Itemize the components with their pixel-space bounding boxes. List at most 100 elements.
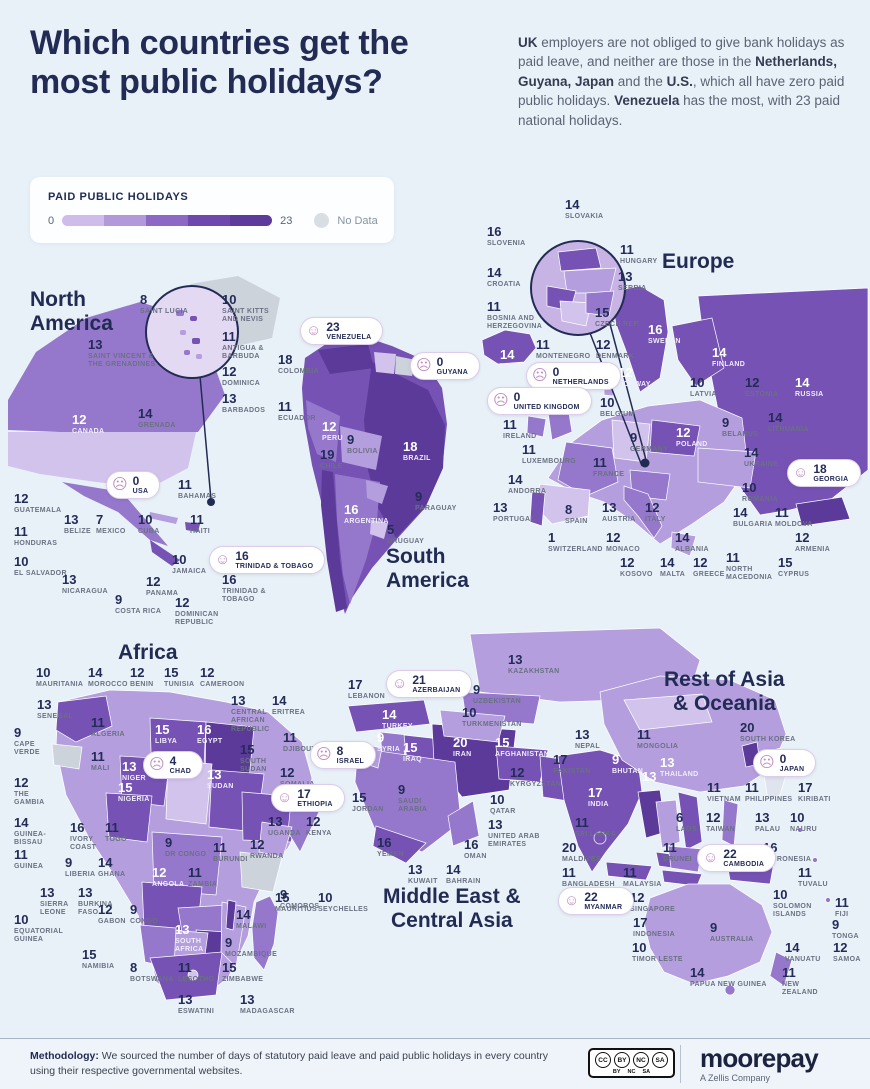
country-name: ESTONIA	[745, 390, 779, 398]
sad-face-icon: ☹	[759, 754, 775, 772]
country-label-estonia: 12 ESTONIA	[745, 376, 778, 399]
country-label-south-sudan: 15 SOUTH SUDAN	[240, 743, 267, 775]
country-name: SOLOMON ISLANDS	[773, 902, 812, 919]
country-label-mauritius: 15 MAURITIUS	[275, 891, 317, 914]
country-name: SWITZERLAND	[548, 545, 603, 553]
country-label-trinidad-tobago: 16 TRINIDAD & TOBAGO	[222, 573, 266, 605]
country-label-finland: 14 FINLAND	[712, 346, 745, 369]
country-name: LIBERIA	[65, 870, 96, 878]
holiday-count: 12	[14, 491, 29, 506]
badge-text: 21 AZERBAIJAN	[412, 674, 460, 694]
country-name: ANDORRA	[508, 487, 547, 495]
country-name: COMOROS	[280, 902, 320, 910]
country-label-ivory-coast: 16 IVORY COAST	[70, 821, 96, 853]
country-name: PORTUGAL	[493, 515, 536, 523]
country-name: CHINA	[642, 784, 666, 792]
country-name: SOUTH KOREA	[740, 735, 796, 743]
country-name: BOSNIA AND HERZEGOVINA	[487, 314, 543, 331]
country-label-serbia: 13 SERBIA	[618, 270, 647, 293]
holiday-count: 0	[436, 355, 444, 369]
country-name: DR CONGO	[165, 850, 207, 858]
region-heading-south-america: South America	[386, 545, 469, 592]
country-label-peru: 12 PERU	[322, 420, 343, 443]
country-name: MEXICO	[96, 527, 126, 535]
country-name: BELIZE	[64, 527, 91, 535]
country-label-hungary: 11 HUNGARY	[620, 243, 658, 266]
highlight-badge-guyana: ☹ 0 GUYANA	[410, 352, 481, 380]
holiday-count: 5	[387, 522, 395, 537]
country-name: JAPAN	[779, 765, 805, 773]
country-name: TUNISIA	[164, 680, 195, 688]
country-name: ARGENTINA	[344, 517, 389, 525]
country-label-mali: 11 MALI	[91, 750, 110, 773]
holiday-count: 10	[138, 512, 153, 527]
country-label-seychelles: 10 SEYCHELLES	[318, 891, 368, 914]
country-name: TAIWAN	[706, 825, 736, 833]
holiday-count: 14	[768, 410, 783, 425]
cc-sub-label: SA	[642, 1069, 651, 1075]
holiday-count: 8	[130, 960, 138, 975]
holiday-count: 14	[446, 862, 461, 877]
country-name: MONGOLIA	[637, 742, 679, 750]
country-label-andorra: 14 ANDORRA	[508, 473, 546, 496]
country-label-madagascar: 13 MADAGASCAR	[240, 993, 295, 1016]
holiday-count: 12	[222, 364, 237, 379]
holiday-count: 10	[600, 395, 615, 410]
holiday-count: 9	[473, 682, 481, 697]
holiday-count: 11	[536, 337, 550, 352]
country-label-togo: 11 TOGO	[105, 821, 127, 844]
badge-text: 4 CHAD	[170, 755, 191, 775]
smiley-face-icon: ☺	[215, 551, 231, 569]
country-label-kosovo: 12 KOSOVO	[620, 556, 653, 579]
holiday-count: 15	[778, 555, 793, 570]
holiday-count: 19	[320, 447, 335, 462]
holiday-count: 13	[618, 269, 633, 284]
country-label-cyprus: 15 CYPRUS	[778, 556, 809, 579]
country-name: SAMOA	[833, 955, 861, 963]
holiday-count: 16	[464, 837, 479, 852]
badge-text: 0 UNITED KINGDOM	[514, 391, 580, 411]
cc-sub-label: BY	[612, 1069, 621, 1075]
country-name: ETHIOPIA	[297, 800, 333, 808]
country-name: QATAR	[490, 807, 516, 815]
country-name: MALAYSIA	[623, 880, 662, 888]
country-label-barbados: 13 BARBADOS	[222, 392, 265, 415]
country-name: GEORGIA	[813, 475, 849, 483]
legend-row: 0 23 No Data	[48, 213, 378, 228]
country-label-guatemala: 12 GUATEMALA	[14, 492, 61, 515]
country-label-panama: 12 PANAMA	[146, 575, 178, 598]
country-name: BAHRAIN	[446, 877, 481, 885]
holiday-count: 16	[222, 572, 237, 587]
country-label-ghana: 14 GHANA	[98, 856, 125, 879]
country-name: SLOVAKIA	[565, 212, 604, 220]
country-label-guinea: 11 GUINEA	[14, 848, 43, 871]
holiday-count: 13	[178, 992, 193, 1007]
country-name: CAMEROON	[200, 680, 245, 688]
holiday-count: 8	[140, 292, 148, 307]
country-label-niger: 13 NIGER	[122, 760, 146, 783]
holiday-count: 10	[318, 890, 333, 905]
country-name: IVORY COAST	[70, 835, 97, 852]
intro-text: UK employers are not obliged to give ban…	[518, 35, 845, 128]
holiday-count: 11	[188, 865, 202, 880]
country-name: CHAD	[169, 767, 192, 775]
country-name: UKRAINE	[744, 460, 779, 468]
country-name: NEW ZEALAND	[782, 980, 818, 997]
country-name: TRINIDAD & TOBAGO	[222, 587, 266, 604]
holiday-count: 17	[588, 785, 603, 800]
sad-face-icon: ☹	[532, 367, 548, 385]
country-name: CROATIA	[487, 280, 521, 288]
country-name: BRUNEI	[663, 855, 692, 863]
holiday-count: 11	[593, 455, 607, 470]
country-name: JORDAN	[352, 805, 384, 813]
country-name: NIGERIA	[118, 795, 150, 803]
country-name: SAINT LUCIA	[140, 307, 189, 315]
badge-text: 0 JAPAN	[780, 753, 805, 773]
holiday-count: 10	[14, 554, 29, 569]
country-label-argentina: 16 ARGENTINA	[344, 503, 389, 526]
country-name: LAOS	[676, 825, 697, 833]
holiday-count: 8	[565, 502, 573, 517]
country-label-colombia: 18 COLOMBIA	[278, 353, 319, 376]
holiday-count: 12	[645, 500, 660, 515]
country-name: ALBANIA	[675, 545, 709, 553]
